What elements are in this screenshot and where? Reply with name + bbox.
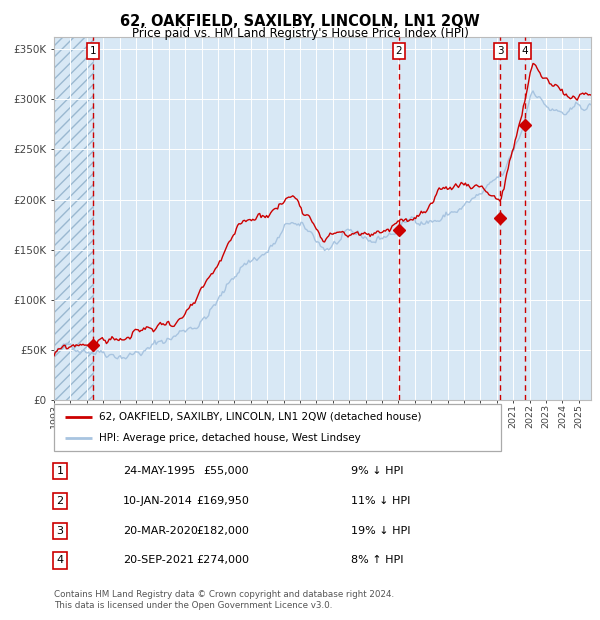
Text: 62, OAKFIELD, SAXILBY, LINCOLN, LN1 2QW (detached house): 62, OAKFIELD, SAXILBY, LINCOLN, LN1 2QW … xyxy=(98,412,421,422)
FancyBboxPatch shape xyxy=(54,404,501,451)
Bar xyxy=(54,37,93,400)
Text: 11% ↓ HPI: 11% ↓ HPI xyxy=(351,496,410,506)
Text: 20-SEP-2021: 20-SEP-2021 xyxy=(123,556,194,565)
Text: 10-JAN-2014: 10-JAN-2014 xyxy=(123,496,193,506)
Text: £274,000: £274,000 xyxy=(196,556,249,565)
Text: 1: 1 xyxy=(56,466,64,476)
Text: 20-MAR-2020: 20-MAR-2020 xyxy=(123,526,198,536)
Text: 8% ↑ HPI: 8% ↑ HPI xyxy=(351,556,404,565)
Text: Contains HM Land Registry data © Crown copyright and database right 2024.
This d: Contains HM Land Registry data © Crown c… xyxy=(54,590,394,609)
Text: 9% ↓ HPI: 9% ↓ HPI xyxy=(351,466,404,476)
Text: 2: 2 xyxy=(56,496,64,506)
Text: 3: 3 xyxy=(497,46,503,56)
Text: Price paid vs. HM Land Registry's House Price Index (HPI): Price paid vs. HM Land Registry's House … xyxy=(131,27,469,40)
Text: 24-MAY-1995: 24-MAY-1995 xyxy=(123,466,195,476)
Text: 4: 4 xyxy=(56,556,64,565)
Text: 2: 2 xyxy=(395,46,402,56)
Text: £182,000: £182,000 xyxy=(196,526,249,536)
Text: 3: 3 xyxy=(56,526,64,536)
Text: 1: 1 xyxy=(90,46,97,56)
Text: £55,000: £55,000 xyxy=(203,466,249,476)
Bar xyxy=(54,37,93,400)
Text: HPI: Average price, detached house, West Lindsey: HPI: Average price, detached house, West… xyxy=(98,433,361,443)
Text: 19% ↓ HPI: 19% ↓ HPI xyxy=(351,526,410,536)
Text: 62, OAKFIELD, SAXILBY, LINCOLN, LN1 2QW: 62, OAKFIELD, SAXILBY, LINCOLN, LN1 2QW xyxy=(120,14,480,29)
Text: 4: 4 xyxy=(521,46,528,56)
Text: £169,950: £169,950 xyxy=(196,496,249,506)
